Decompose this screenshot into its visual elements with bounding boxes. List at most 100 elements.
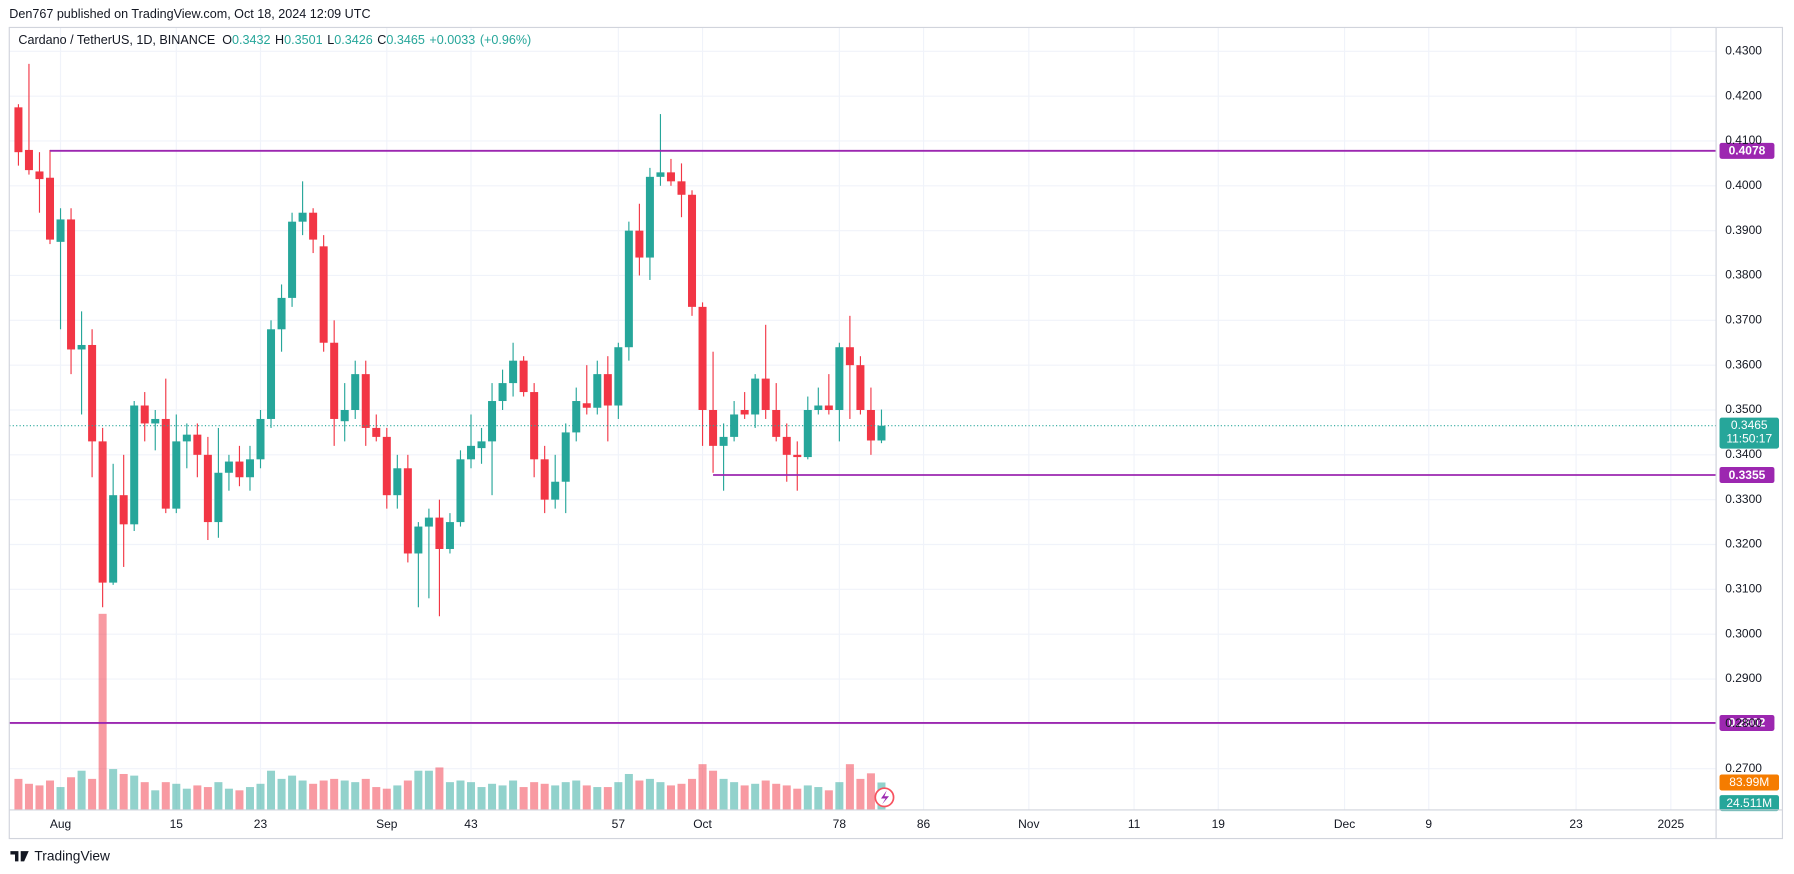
candle-body [161,418,170,509]
candle-body [835,347,844,410]
x-tick-label: 23 [1569,817,1583,831]
candle-body [698,306,707,410]
candle-body [298,212,307,222]
volume-bar [403,780,412,810]
replay-icon [874,787,895,808]
volume-bar [477,787,486,810]
x-tick-label: 11 [1128,817,1141,831]
volume-bar [814,787,823,810]
candle-body [235,461,244,478]
volume-bar [151,790,160,810]
candle-body [709,409,718,446]
x-tick-label: 2025 [1657,817,1684,831]
volume-bar [803,785,812,810]
volume-bar [793,788,802,810]
volume-bar [677,783,686,810]
candle-body [751,378,760,415]
x-tick-label: 78 [833,817,847,831]
volume-bar [582,785,591,810]
volume-bar [603,787,612,810]
candle-body [88,344,97,442]
volume-bar [330,778,339,810]
candle-body [56,219,65,242]
x-tick-label: 57 [612,817,626,831]
volume-pane [14,613,886,810]
volume-bar [309,783,318,810]
candle-body [740,409,749,415]
volume-label: 24.511M [1726,796,1772,810]
legend-ohlc-name: C [377,34,386,48]
candle-body [582,403,591,408]
candle-body [277,297,286,330]
candle-body [551,481,560,500]
candle-body [645,176,654,258]
candle-body [130,405,139,525]
volume-bar [45,780,55,810]
candles [14,63,886,617]
axes: 0.2700 0.2800 0.2900 0.3000 0.3100 0.3200 0.33… [50,43,1762,831]
volume-bar [77,770,86,810]
volume-bar [288,775,297,810]
candle-body [203,454,212,523]
y-tick-label: 0.3400 [1725,447,1762,461]
level-label: 0.4078 [1729,144,1766,158]
legend-ohlc-name: O [222,34,232,48]
volume-bar [119,773,128,810]
candle-body [688,194,697,307]
legend-ohlc-name: L [327,34,334,48]
volume-bar [561,782,570,810]
candle-body [214,472,223,523]
candle-body [519,360,528,393]
candle-body [677,181,686,195]
volume-bar [572,780,581,810]
candle-body [540,459,549,500]
volume-bar [224,788,233,810]
volume-bar [414,770,423,810]
volume-bar [772,783,781,810]
y-tick-label: 0.4200 [1725,88,1762,102]
volume-bar [298,780,307,810]
y-tick-label: 0.4300 [1725,43,1762,57]
y-tick-label: 0.3600 [1725,357,1762,371]
candle-body [772,409,781,437]
volume-bar [593,787,602,810]
volume-bar [88,778,97,810]
x-tick-label: Nov [1018,817,1039,831]
x-tick-label: 19 [1212,817,1226,831]
last-price-box [1719,417,1780,449]
candle-body [67,219,76,350]
volume-bar [109,769,118,810]
volume-bar [498,785,507,810]
volume-bar [361,778,370,810]
volume-bar [540,783,549,810]
candle-body [98,441,107,583]
volume-bar [688,778,697,810]
y-tick-label: 0.3500 [1725,402,1762,416]
y-tick-label: 0.2700 [1725,761,1762,775]
volume-bar [551,785,560,810]
legend-change-pct: (+0.96%) [480,34,531,48]
candle-body [761,378,770,410]
candle-body [624,230,633,348]
volume-bar [445,782,454,810]
volume-bar [24,783,33,810]
candle-body [593,374,602,408]
candle-body [24,149,33,171]
volume-bar [245,787,254,810]
candle-body [509,360,518,384]
candle-body [614,347,623,406]
candle-body [803,409,812,458]
y-tick-label: 0.3200 [1725,537,1762,551]
published-note: Den767 published on TradingView.com, Oct… [9,7,370,21]
legend-ohlc-value: 0.3432 [232,34,270,48]
candle-body [109,495,118,583]
countdown: 11:50:17 [1726,432,1772,446]
volume-bar [635,780,644,810]
candle-body [35,171,44,180]
volume-bar [435,767,444,810]
candle-body [256,418,265,460]
level-label-box [1719,466,1775,484]
candle-body [530,392,539,460]
